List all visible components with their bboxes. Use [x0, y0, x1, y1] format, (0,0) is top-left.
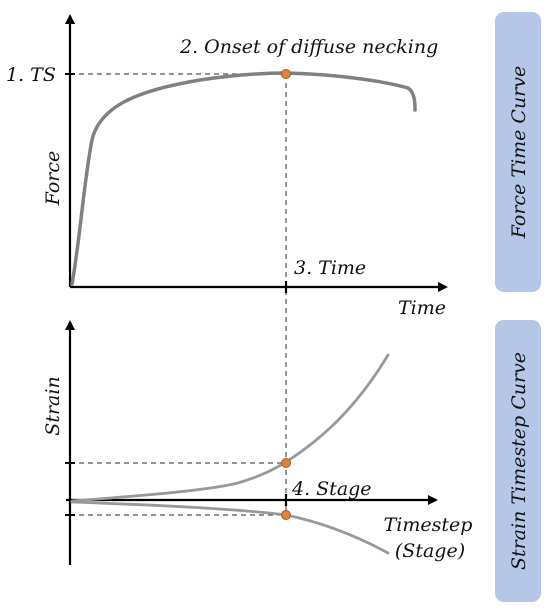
force-curve — [70, 71, 417, 286]
minor-strain-curve — [70, 500, 390, 555]
force-time-chart: Force Time 1. TS 2. Onset of diffuse nec… — [6, 14, 448, 515]
stage-label: 4. Stage — [291, 478, 372, 500]
strain-timestep-panel-label: Strain Timestep Curve — [508, 352, 530, 570]
timestep-axis-label: Timestep — [384, 514, 473, 536]
strain-timestep-panel-bg — [495, 320, 541, 602]
ts-label: 1. TS — [6, 64, 56, 86]
stage-axis-label: (Stage) — [395, 540, 465, 562]
force-axis-label: Force — [42, 151, 64, 207]
necking-label: 2. Onset of diffuse necking — [179, 36, 438, 58]
strain-axis-label: Strain — [42, 376, 64, 435]
strain-timestep-chart: Strain 4. Stage Timestep (Stage) — [42, 320, 473, 565]
force-time-panel-label: Force Time Curve — [508, 66, 530, 239]
time-axis-label: Time — [398, 297, 446, 319]
lower-stage-marker — [281, 510, 291, 520]
major-strain-curve — [70, 353, 390, 503]
force-time-panel: Force Time Curve — [495, 12, 541, 292]
strain-timestep-panel: Strain Timestep Curve — [495, 320, 541, 602]
force-time-panel-bg — [495, 12, 541, 292]
necking-point-marker — [281, 69, 291, 79]
upper-stage-marker — [281, 458, 291, 468]
time-point-label: 3. Time — [294, 257, 366, 279]
